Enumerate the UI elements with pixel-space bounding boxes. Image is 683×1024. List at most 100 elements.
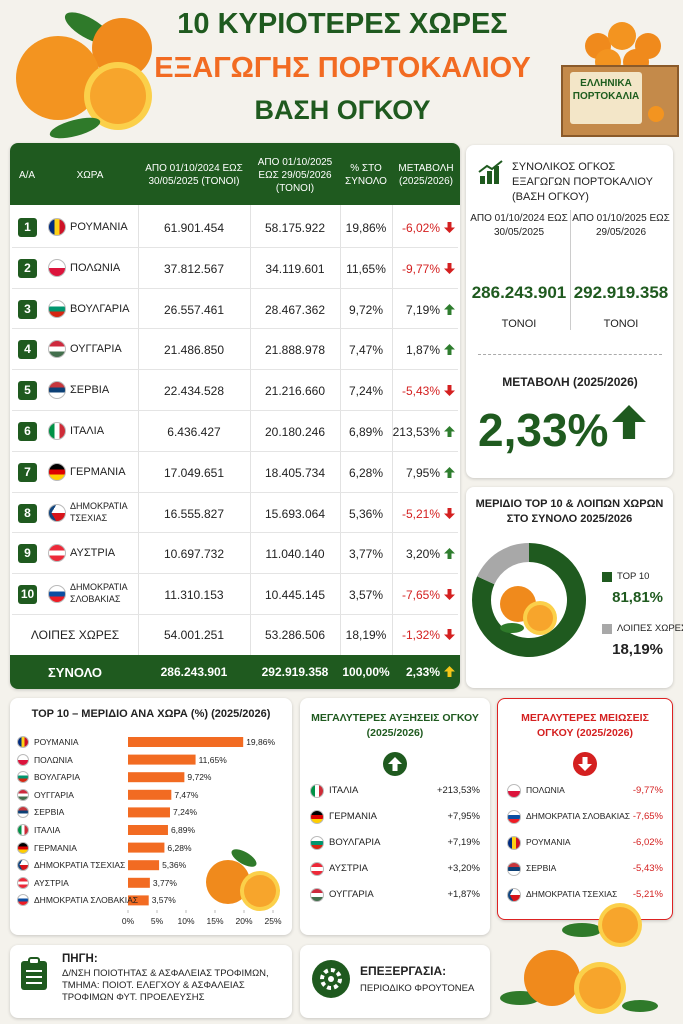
arrow-shape: [388, 757, 402, 771]
volume-2025: 20.180.246: [264, 425, 326, 439]
volume-2024: 37.812.567: [163, 261, 225, 276]
share: 3,57%: [348, 588, 384, 603]
decreases-country: ΔΗΜΟΚΡΑΤΙΑ ΤΣΕΧΙΑΣ: [526, 889, 618, 899]
rank: 7: [18, 462, 37, 482]
flag: [17, 894, 29, 907]
share: 6,28%: [348, 465, 384, 480]
arrow-shape: [444, 344, 455, 356]
arrow-shape: [444, 589, 455, 601]
x-tick-label: 5%: [150, 916, 164, 926]
change: -6,02%: [401, 221, 440, 235]
column-header: Α/Α: [18, 169, 36, 181]
column-header: ΑΠΟ 01/10/2025 ΕΩΣ 29/05/2026 (ΤΟΝΟΙ): [257, 156, 333, 194]
flag: [310, 862, 324, 876]
clipboard-clip: [28, 957, 40, 965]
summary-title: ΣΥΝΟΛΙΚΟΣ ΟΓΚΟΣ ΕΞΑΓΩΓΩΝ ΠΟΡΤΟΚΑΛΙΟΥ (ΒΑ…: [512, 161, 653, 203]
row-divider: [12, 614, 458, 615]
flag: [17, 736, 29, 748]
bar: [128, 789, 172, 800]
share: 19,86%: [345, 221, 387, 235]
flag: [48, 381, 66, 400]
bar: [128, 895, 149, 906]
bar: [128, 842, 165, 853]
bar-value-label: 9,72%: [187, 772, 212, 783]
arrow-shape: [444, 385, 455, 397]
x-tick-label: 10%: [177, 916, 195, 926]
arrow-shape: [444, 262, 455, 274]
arrow-shape: [578, 757, 592, 771]
rank: 9: [18, 544, 37, 564]
flag: [17, 859, 29, 872]
gear-icon: [312, 960, 350, 998]
arrow-up: [444, 466, 455, 478]
flag: [17, 841, 29, 854]
increases-title: ΜΕΓΑΛΥΤΕΡΕΣ ΑΥΞΗΣΕΙΣ ΟΓΚΟΥ (2025/2026): [311, 712, 479, 739]
volume-2025: 18.405.734: [264, 465, 326, 480]
bar-value-label: 6,28%: [167, 842, 192, 853]
legend-label: TOP 10: [617, 571, 650, 582]
arrow-up: [444, 344, 455, 356]
title-line: 10 ΚΥΡΙΟΤΕΡΕΣ ΧΩΡΕΣ: [177, 8, 508, 40]
others-share: 18,19%: [345, 628, 387, 642]
change: -5,21%: [401, 506, 440, 521]
others-label: ΛΟΙΠΕΣ ΧΩΡΕΣ: [30, 628, 120, 642]
arrow-shape: [444, 466, 455, 478]
legend-swatch: [602, 624, 612, 634]
flag: [48, 503, 66, 522]
bar-label: ΔΗΜΟΚΡΑΤΙΑ ΣΛΟΒΑΚΙΑΣ: [34, 895, 139, 906]
decreases-value: -9,77%: [632, 785, 663, 796]
change: 7,19%: [405, 302, 440, 317]
increases-country: ΟΥΓΓΑΡΙΑ: [329, 889, 374, 900]
donut-segment: [477, 543, 529, 585]
column-header: ΑΠΟ 01/10/2024 ΕΩΣ 30/05/2025 (ΤΟΝΟΙ): [145, 163, 243, 187]
volume-2024: 16.555.827: [163, 506, 225, 521]
flag: [48, 422, 66, 440]
period-unit: ΤΟΝΟΙ: [501, 318, 537, 330]
total-volume-2025: 292.919.358: [261, 665, 329, 679]
decreases-value: -5,21%: [632, 889, 663, 900]
increases-value: +3,20%: [447, 863, 481, 874]
flag: [17, 824, 29, 836]
volume-2025: 58.175.922: [264, 221, 326, 235]
flag: [507, 888, 521, 902]
flag: [507, 784, 521, 798]
row-divider: [12, 410, 458, 411]
rank: 4: [18, 340, 37, 360]
column-divider: [392, 205, 393, 655]
x-tick-label: 15%: [206, 916, 224, 926]
change: 7,95%: [405, 465, 440, 480]
column-header: ΧΩΡΑ: [76, 169, 104, 181]
volume-2024: 26.557.461: [163, 302, 225, 317]
row-divider: [12, 328, 458, 330]
decreases-value: -7,65%: [632, 811, 663, 822]
increases-country: ΒΟΥΛΓΑΡΙΑ: [329, 837, 381, 848]
column-divider: [138, 205, 139, 655]
bar-value-label: 3,77%: [152, 877, 177, 888]
bar-value-label: 7,47%: [174, 789, 199, 800]
volume-2025: 21.888.978: [264, 343, 326, 358]
country: ΑΥΣΤΡΙΑ: [70, 547, 116, 560]
share: 7,24%: [348, 384, 384, 399]
increases-country: ΓΕΡΜΑΝΙΑ: [329, 811, 377, 822]
bar: [128, 877, 150, 888]
column-header: % ΣΤΟ ΣΥΝΟΛΟ: [345, 163, 387, 187]
period-value: 286.243.901: [471, 283, 567, 302]
summary-divider: [570, 210, 571, 330]
volume-2024: 17.049.651: [163, 465, 225, 480]
flag: [48, 218, 66, 236]
legend-value: 18,19%: [612, 641, 663, 658]
change: -7,65%: [401, 588, 440, 603]
bar-label: ΠΟΛΩΝΙΑ: [34, 754, 73, 765]
arrow-up: [444, 548, 455, 560]
country: ΒΟΥΛΓΑΡΙΑ: [70, 302, 130, 315]
flag: [310, 836, 324, 850]
volume-2025: 10.445.145: [264, 588, 326, 603]
country: ΟΥΓΓΑΡΙΑ: [70, 343, 122, 356]
bar: [128, 737, 244, 747]
legend-value: 81,81%: [612, 589, 663, 606]
increases-card: [300, 698, 490, 935]
total-label: ΣΥΝΟΛΟ: [47, 665, 103, 680]
bar: [128, 754, 196, 765]
legend-label: ΛΟΙΠΕΣ ΧΩΡΕΣ: [617, 623, 683, 634]
bar: [128, 807, 170, 818]
